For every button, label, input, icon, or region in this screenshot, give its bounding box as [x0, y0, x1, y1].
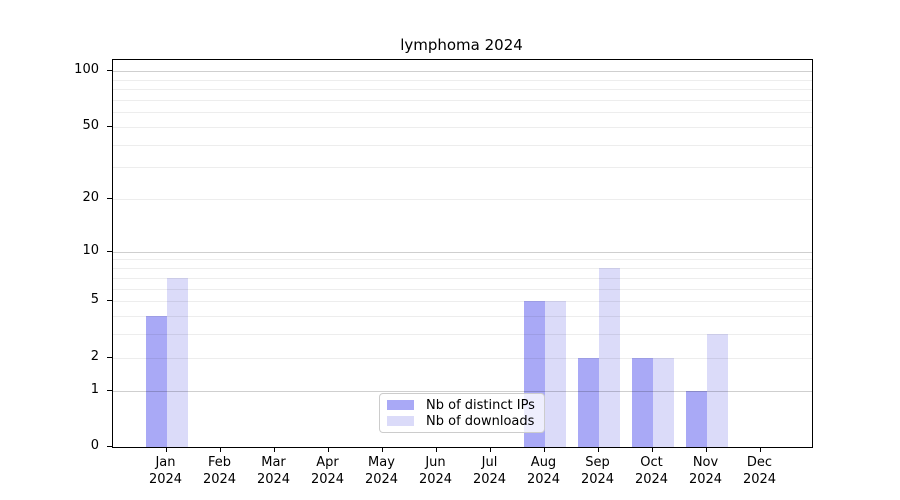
bar-nb-of-downloads-jan — [166, 277, 188, 447]
ytick-label-0: 0 — [90, 438, 99, 453]
gridline-minor-50 — [113, 126, 812, 128]
gridline-minor-2 — [113, 357, 812, 359]
legend-row-nb-of-distinct-ips: Nb of distinct IPs — [380, 397, 544, 413]
ytick-mark-5 — [107, 300, 112, 301]
xtick-label-nov: Nov 2024 — [688, 455, 723, 487]
legend-swatch-nb-of-distinct-ips — [387, 400, 414, 410]
xtick-label-jul: Jul 2024 — [472, 455, 507, 487]
xtick-label-jun: Jun 2024 — [418, 455, 453, 487]
xtick-label-mar: Mar 2024 — [256, 455, 291, 487]
ytick-mark-100 — [107, 70, 112, 71]
xtick-label-jan: Jan 2024 — [148, 455, 183, 487]
ytick-mark-1 — [107, 389, 112, 391]
xtick-label-sep: Sep 2024 — [580, 455, 615, 487]
gridline-major-10 — [113, 251, 812, 253]
gridline-minor-6 — [113, 288, 812, 290]
bar-nb-of-distinct-ips-jan — [145, 315, 167, 447]
gridline-minor-60 — [113, 112, 812, 114]
ytick-mark-50 — [107, 125, 112, 127]
ytick-label-2: 2 — [90, 348, 99, 364]
gridline-major-1 — [113, 390, 812, 392]
xtick-label-feb: Feb 2024 — [202, 455, 237, 487]
legend-label-nb-of-downloads: Nb of downloads — [426, 413, 535, 429]
xtick-mark-oct — [651, 447, 653, 452]
xtick-mark-sep — [597, 447, 599, 452]
xtick-mark-jan — [165, 447, 167, 452]
xtick-label-apr: Apr 2024 — [310, 455, 345, 487]
bar-nb-of-distinct-ips-sep — [577, 357, 599, 447]
ytick-label-20: 20 — [82, 190, 99, 205]
xtick-mark-jul — [489, 447, 491, 452]
gridline-minor-80 — [113, 89, 812, 90]
gridline-minor-70 — [113, 99, 812, 101]
chart-title: lymphoma 2024 — [400, 36, 523, 54]
legend: Nb of distinct IPs Nb of downloads — [379, 393, 545, 433]
gridline-minor-7 — [113, 277, 812, 279]
gridline-minor-5 — [113, 301, 812, 302]
bar-nb-of-downloads-nov — [706, 334, 728, 447]
bar-nb-of-downloads-oct — [652, 357, 674, 447]
gridline-minor-3 — [113, 334, 812, 336]
xtick-mark-aug — [543, 447, 545, 452]
xtick-mark-may — [381, 447, 383, 452]
xtick-mark-nov — [705, 447, 707, 452]
ytick-label-10: 10 — [82, 242, 99, 258]
gridline-minor-40 — [113, 144, 812, 146]
ytick-label-100: 100 — [74, 62, 99, 77]
xtick-label-aug: Aug 2024 — [526, 455, 561, 487]
bar-nb-of-downloads-sep — [598, 268, 620, 447]
ytick-mark-0 — [107, 446, 112, 447]
xtick-mark-dec — [759, 447, 761, 452]
xtick-label-may: May 2024 — [364, 455, 399, 487]
gridline-minor-90 — [113, 79, 812, 81]
bar-nb-of-distinct-ips-oct — [631, 357, 653, 447]
ytick-label-5: 5 — [90, 292, 99, 307]
plot-area: Nb of distinct IPs Nb of downloads — [112, 59, 813, 448]
xtick-mark-feb — [219, 447, 221, 452]
ytick-mark-10 — [107, 250, 112, 252]
bar-nb-of-downloads-aug — [544, 301, 566, 447]
xtick-label-oct: Oct 2024 — [634, 455, 669, 487]
xtick-mark-apr — [327, 447, 329, 452]
legend-label-nb-of-distinct-ips: Nb of distinct IPs — [426, 397, 535, 413]
ytick-label-50: 50 — [82, 117, 99, 133]
ytick-label-1: 1 — [90, 381, 99, 397]
xtick-label-dec: Dec 2024 — [742, 455, 777, 487]
gridline-minor-20 — [113, 199, 812, 200]
ytick-mark-20 — [107, 198, 112, 199]
legend-row-nb-of-downloads: Nb of downloads — [380, 413, 544, 429]
gridline-minor-4 — [113, 315, 812, 317]
xtick-mark-jun — [435, 447, 437, 452]
legend-swatch-nb-of-downloads — [387, 416, 414, 426]
xtick-mark-mar — [273, 447, 275, 452]
bar-nb-of-distinct-ips-nov — [685, 390, 707, 447]
gridline-minor-30 — [113, 167, 812, 169]
gridline-minor-9 — [113, 259, 812, 261]
gridline-minor-8 — [113, 268, 812, 269]
gridline-major-100 — [113, 71, 812, 72]
ytick-mark-2 — [107, 356, 112, 358]
